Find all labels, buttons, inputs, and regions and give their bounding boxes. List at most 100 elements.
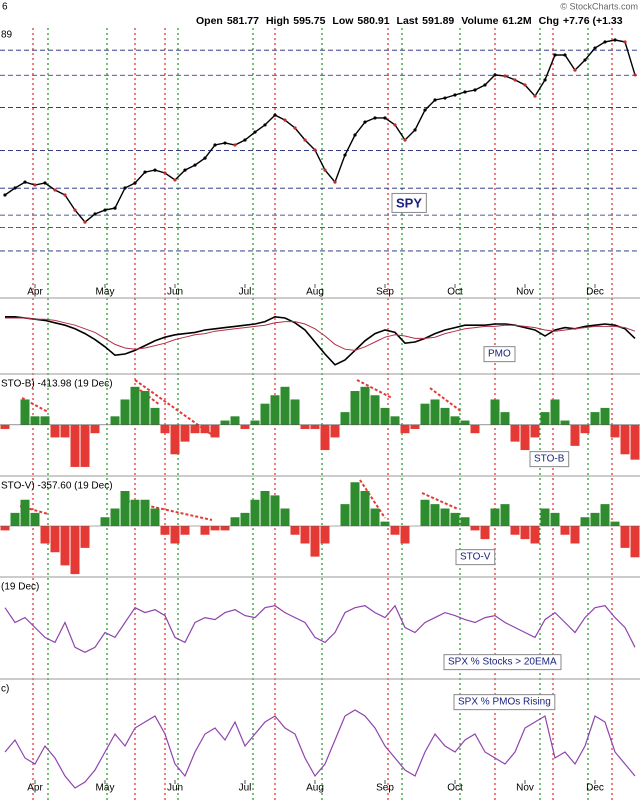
- histogram-bar: [430, 504, 440, 526]
- histogram-bar: [130, 386, 140, 425]
- price-bar: [83, 220, 87, 224]
- histogram-bar: [610, 521, 620, 526]
- histogram-bar: [560, 526, 570, 535]
- price-bar: [463, 90, 467, 94]
- field-value: 581.77: [227, 15, 259, 27]
- price-bar: [143, 170, 147, 174]
- price-bar: [263, 123, 267, 127]
- panel-title: STO-B) -413.98 (19 Dec): [1, 379, 113, 390]
- price-bar: [363, 120, 367, 124]
- price-bar: [623, 40, 627, 44]
- histogram-bar: [620, 424, 630, 455]
- x-tick-label: May: [96, 783, 115, 794]
- price-bar: [553, 53, 557, 57]
- price-bar: [103, 208, 107, 212]
- x-tick-label: Dec: [586, 783, 604, 794]
- x-tick-label: Apr: [27, 287, 43, 298]
- field-label: Last: [397, 15, 419, 27]
- price-bar: [223, 141, 227, 145]
- price-bar: [213, 143, 217, 147]
- histogram-bar: [550, 512, 560, 526]
- histogram-bar: [460, 517, 470, 526]
- price-bar: [173, 178, 177, 182]
- x-tick-label: Sep: [376, 783, 394, 794]
- price-bar: [583, 58, 587, 62]
- histogram-bar: [600, 407, 610, 425]
- histogram-bar: [130, 499, 140, 526]
- price-bar: [573, 68, 577, 72]
- histogram-bar: [310, 424, 320, 429]
- histogram-bar: [240, 512, 250, 526]
- field-label: Low: [332, 15, 354, 27]
- histogram-bar: [210, 424, 220, 438]
- histogram-bar: [440, 407, 450, 425]
- field-value: 580.91: [357, 15, 389, 27]
- histogram-bar: [200, 526, 210, 535]
- histogram-bar: [330, 424, 340, 438]
- histogram-bar: [390, 416, 400, 425]
- histogram-bar: [210, 526, 220, 531]
- histogram-bar: [300, 526, 310, 544]
- histogram-bar: [60, 526, 70, 566]
- price-bar: [383, 116, 387, 120]
- histogram-bar: [510, 526, 520, 535]
- histogram-bar: [50, 526, 60, 553]
- histogram-bar: [290, 399, 300, 425]
- histogram-bar: [510, 424, 520, 442]
- price-bar: [403, 138, 407, 142]
- histogram-bar: [110, 416, 120, 425]
- price-bar: [203, 156, 207, 160]
- histogram-bar: [280, 386, 290, 425]
- price-bar: [73, 208, 77, 212]
- price-bar: [603, 40, 607, 44]
- label-box: [529, 451, 570, 468]
- histogram-bar: [470, 526, 480, 531]
- histogram-bar: [490, 399, 500, 425]
- histogram-bar: [630, 424, 640, 460]
- histogram-bar: [290, 526, 300, 535]
- data-line: [4, 604, 636, 653]
- price-bar: [253, 130, 257, 134]
- histogram-bar: [30, 416, 40, 425]
- histogram-bar: [360, 386, 370, 425]
- histogram-bar: [450, 512, 460, 526]
- field-value: 591.89: [422, 15, 454, 27]
- x-tick-label: Jul: [239, 783, 252, 794]
- x-tick-label: Jun: [167, 287, 183, 298]
- histogram-bar: [270, 395, 280, 425]
- histogram-bar: [80, 526, 90, 548]
- histogram-bar: [440, 508, 450, 526]
- price-bar: [43, 181, 47, 185]
- histogram-bar: [540, 508, 550, 526]
- panel-label: STO-B: [534, 454, 565, 465]
- histogram-bar: [400, 526, 410, 544]
- histogram-bar: [90, 424, 100, 434]
- field-value: +7.76 (+1.33: [563, 15, 623, 27]
- histogram-bar: [520, 424, 530, 451]
- price-bar: [273, 113, 277, 117]
- histogram-bar: [370, 395, 380, 425]
- histogram-bar: [420, 499, 430, 526]
- panel-title: (19 Dec): [1, 582, 39, 593]
- histogram-bar: [200, 424, 210, 434]
- histogram-bar: [300, 424, 310, 429]
- field-value: 61.2M: [502, 15, 531, 27]
- histogram-bar: [490, 508, 500, 526]
- histogram-bar: [450, 416, 460, 425]
- histogram-bar: [70, 526, 80, 575]
- histogram-bar: [120, 399, 130, 425]
- price-bar: [453, 93, 457, 97]
- price-bar: [493, 73, 497, 77]
- histogram-bar: [230, 416, 240, 425]
- panel-label: PMO: [488, 349, 511, 360]
- histogram-bar: [360, 491, 370, 526]
- histogram-bar: [250, 420, 260, 425]
- data-line: [5, 317, 636, 351]
- histogram-bar: [20, 399, 30, 425]
- histogram-bar: [70, 424, 80, 467]
- field-value: 595.75: [293, 15, 325, 27]
- price-bar: [533, 94, 537, 98]
- histogram-bar: [150, 407, 160, 425]
- x-tick-label: Nov: [516, 287, 534, 298]
